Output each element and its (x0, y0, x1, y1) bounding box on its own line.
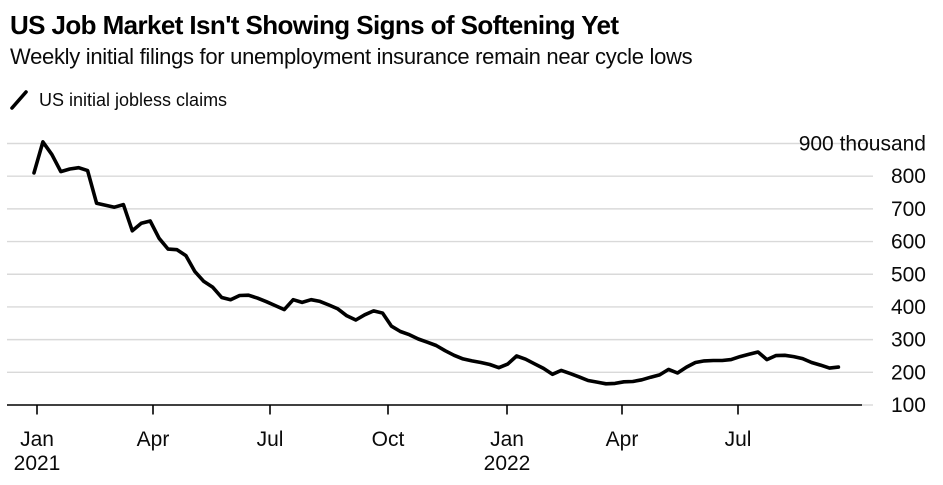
x-tick-label: Apr (137, 428, 170, 451)
y-tick-label: 800 (891, 165, 926, 188)
y-tick-label: 400 (891, 296, 926, 319)
x-tick-label: Apr (606, 428, 639, 451)
x-tick-label: Jul (725, 428, 752, 451)
chart-subtitle: Weekly initial filings for unemployment … (10, 44, 693, 69)
legend: US initial jobless claims (9, 89, 227, 111)
x-tick-label: Jan (490, 428, 524, 451)
jobless-claims-line (32, 140, 841, 386)
y-tick-label: 700 (891, 198, 926, 221)
x-tick-label: Jan (20, 428, 54, 451)
y-tick-label: 900 thousand (799, 133, 926, 156)
chart-title: US Job Market Isn't Showing Signs of Sof… (10, 10, 619, 40)
y-tick-label: 300 (891, 329, 926, 352)
y-tick-label: 500 (891, 263, 926, 286)
y-tick-label: 600 (891, 231, 926, 254)
y-tick-label: 200 (891, 361, 926, 384)
legend-line-icon (10, 90, 28, 110)
legend-label: US initial jobless claims (39, 89, 228, 110)
y-tick-label: 100 (891, 394, 926, 417)
x-tick-year-label: 2021 (14, 452, 61, 475)
x-tick-year-label: 2022 (484, 452, 531, 475)
x-tick-label: Oct (372, 428, 405, 451)
x-tick-label: Jul (257, 428, 284, 451)
